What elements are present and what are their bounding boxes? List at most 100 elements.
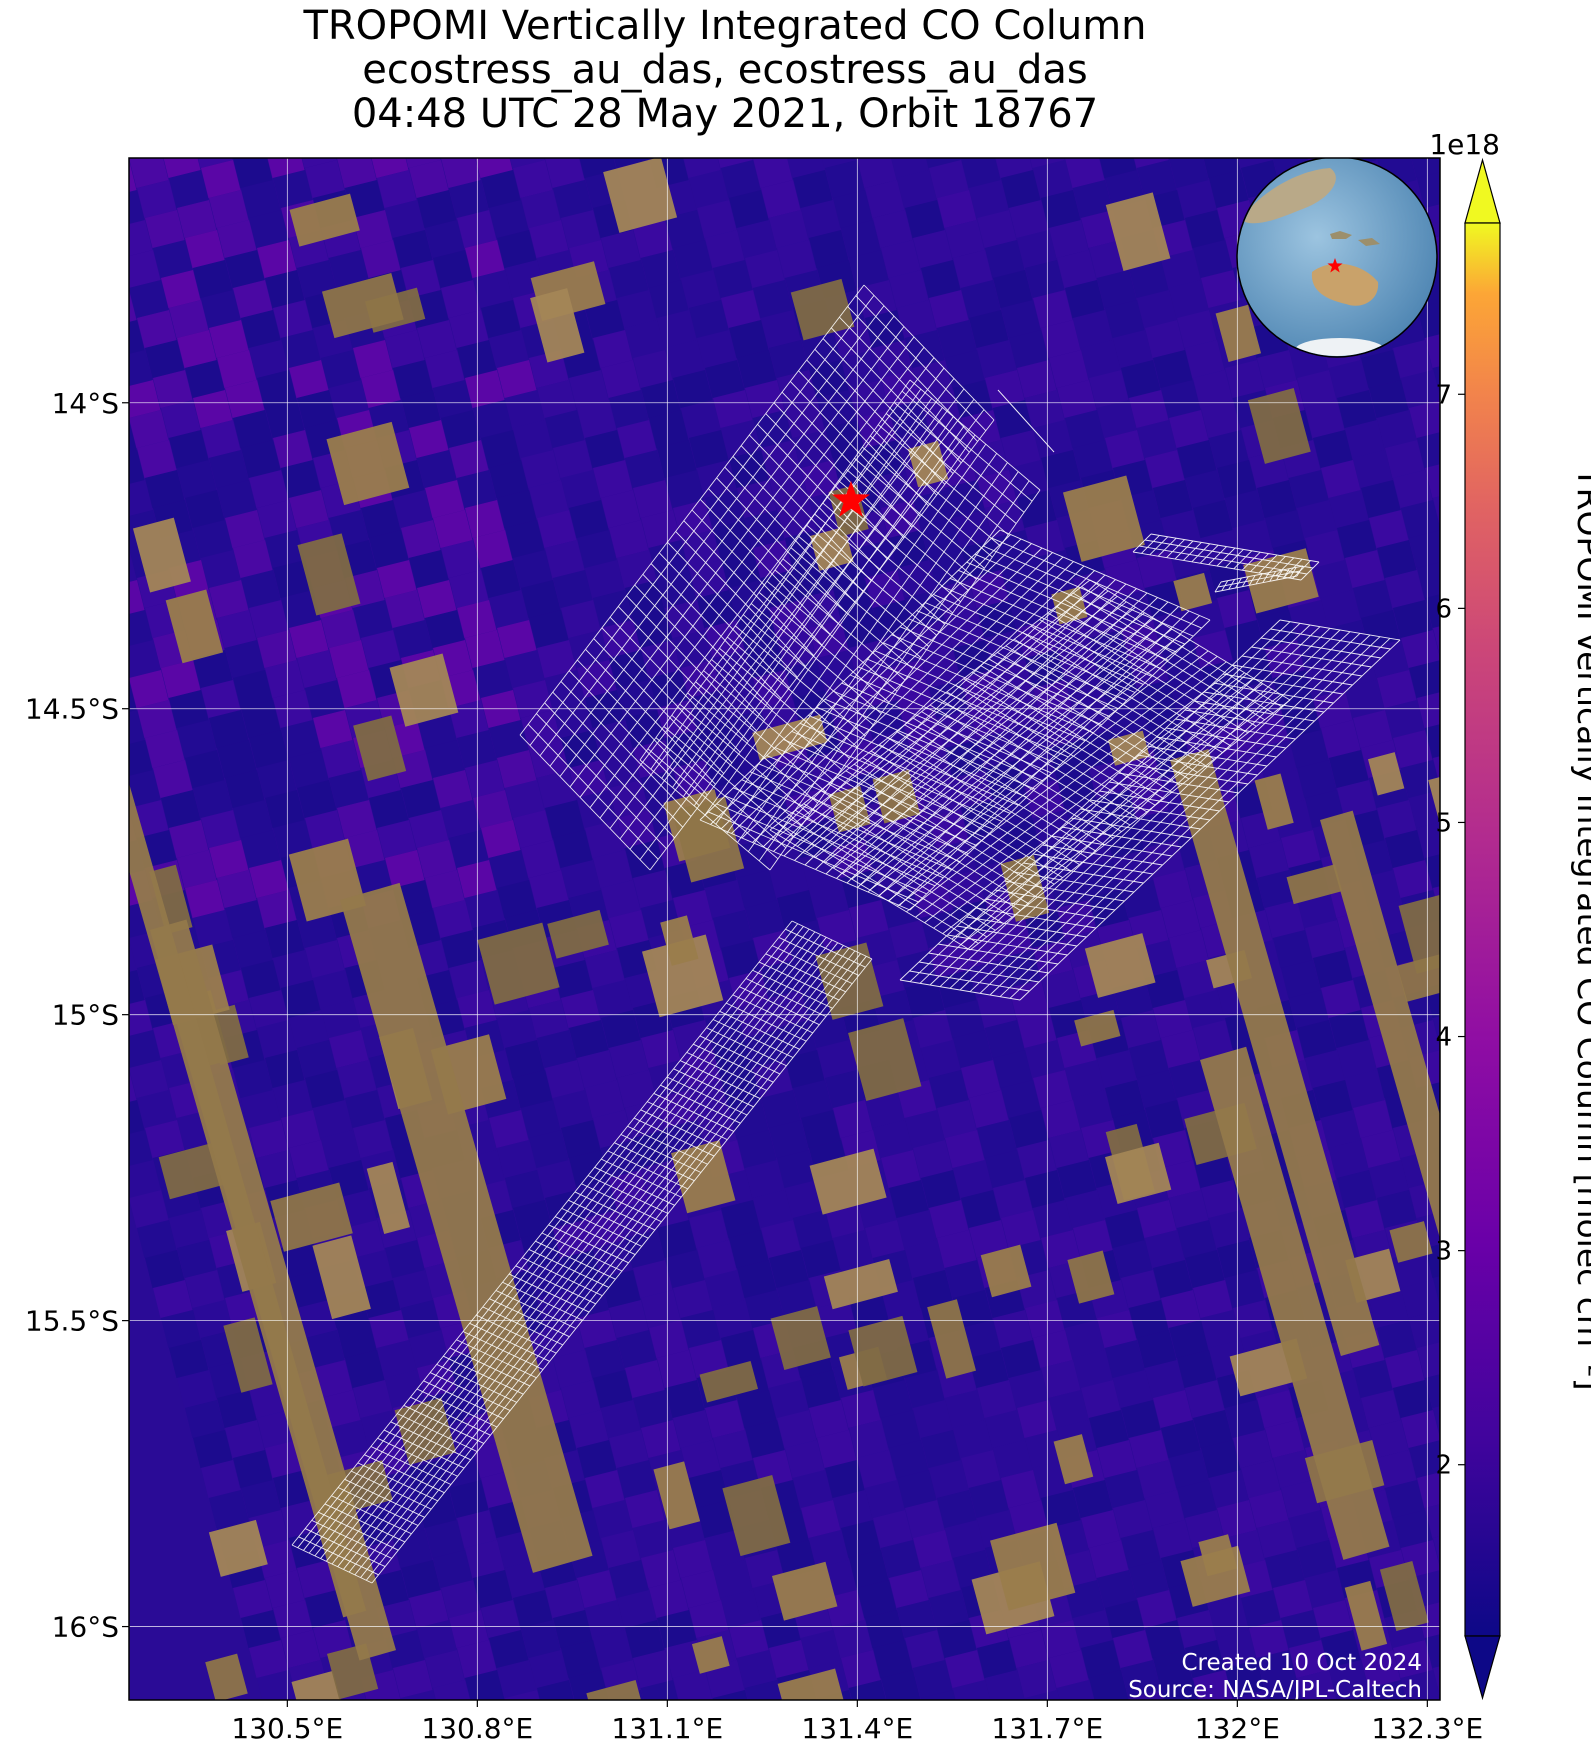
co-pixel [1297, 1670, 1337, 1700]
co-pixel [953, 1420, 993, 1459]
co-pixel [1225, 1400, 1265, 1439]
co-pixel [968, 440, 1009, 479]
co-pixel [1065, 280, 1105, 319]
co-pixel [425, 1650, 465, 1689]
co-pixel [248, 470, 289, 509]
co-pixel [673, 1670, 713, 1700]
co-pixel [232, 1060, 273, 1099]
co-pixel [1201, 1180, 1241, 1219]
co-pixel [192, 650, 233, 689]
co-pixel [232, 540, 273, 579]
land-patch [1379, 1561, 1429, 1632]
co-pixel [457, 600, 497, 639]
co-pixel [960, 1190, 1001, 1229]
co-pixel [1241, 1460, 1281, 1499]
co-pixel [785, 400, 825, 439]
footprint-line [647, 1101, 728, 1141]
co-pixel [1049, 220, 1089, 259]
footprint-line [560, 681, 692, 817]
colorbar-tick-label: 5 [1435, 808, 1452, 838]
co-pixel [905, 1500, 945, 1539]
co-pixel [1208, 1210, 1249, 1249]
land-patch [809, 1148, 887, 1215]
co-pixel [753, 158, 793, 189]
co-pixel [193, 1430, 233, 1469]
footprint-line [344, 1478, 425, 1518]
co-pixel [904, 850, 945, 889]
co-pixel [521, 450, 561, 489]
co-pixel [1393, 1380, 1433, 1419]
co-pixel [1265, 510, 1305, 549]
co-pixel [384, 1370, 425, 1409]
co-pixel [144, 340, 185, 379]
footprint-line [619, 388, 965, 840]
co-pixel [625, 1490, 665, 1529]
co-pixel [289, 100, 329, 138]
co-pixel [297, 1040, 337, 1079]
co-pixel [1176, 1220, 1217, 1259]
co-pixel [720, 160, 761, 199]
land-patch [321, 273, 404, 339]
co-pixel [248, 730, 289, 769]
land-patch [752, 714, 828, 761]
co-pixel [720, 420, 761, 459]
co-pixel [89, 520, 129, 558]
co-pixel [1040, 1490, 1081, 1529]
co-pixel [1176, 960, 1217, 999]
co-pixel [737, 1130, 777, 1169]
co-pixel [489, 1110, 529, 1149]
co-pixel [713, 390, 753, 429]
co-pixel [689, 1340, 729, 1379]
co-pixel [169, 820, 209, 859]
co-pixel [89, 130, 129, 168]
co-pixel [617, 810, 657, 849]
co-pixel [881, 240, 921, 279]
co-pixel [761, 570, 801, 609]
co-pixel [761, 310, 801, 349]
footprint-line [559, 326, 905, 777]
footprint-line [726, 453, 998, 834]
co-pixel [777, 500, 817, 539]
co-pixel [968, 960, 1009, 999]
co-pixel [241, 960, 281, 999]
co-pixel [1033, 1200, 1073, 1239]
co-pixel [937, 190, 977, 229]
colorbar-multiplier: 1e18 [1429, 128, 1500, 161]
co-pixel [1160, 900, 1201, 939]
co-pixel [457, 210, 497, 249]
co-pixel [1129, 1560, 1169, 1599]
land-strip [1170, 748, 1380, 1356]
co-pixel [561, 1120, 601, 1159]
co-pixel [913, 1010, 953, 1049]
co-pixel [1121, 100, 1161, 138]
footprint-line [568, 670, 700, 807]
co-pixel [1497, 990, 1537, 1028]
co-pixel [1072, 1090, 1113, 1129]
co-pixel [689, 430, 729, 469]
footprint-line [732, 456, 864, 592]
co-pixel [545, 1580, 585, 1619]
co-pixel [328, 158, 369, 159]
co-pixel [528, 1130, 569, 1169]
co-pixel [681, 1310, 721, 1349]
co-pixel [905, 1630, 945, 1669]
co-pixel [1344, 550, 1385, 589]
co-pixel [961, 158, 1001, 189]
footprint-line [787, 590, 1109, 842]
co-pixel [1225, 490, 1265, 529]
co-pixel [641, 380, 681, 419]
co-pixel [1049, 1130, 1089, 1169]
co-pixel [224, 380, 265, 419]
footprint-line [1191, 543, 1211, 563]
co-pixel [777, 1150, 817, 1189]
footprint-line [579, 347, 925, 798]
co-pixel [1161, 250, 1201, 289]
co-pixel [465, 500, 505, 539]
co-pixel [856, 1450, 897, 1489]
co-pixel [1497, 210, 1537, 248]
co-pixel [673, 240, 713, 279]
co-pixel [1144, 970, 1185, 1009]
co-pixel [513, 160, 553, 199]
footprint-line [699, 1035, 781, 1075]
co-pixel [608, 910, 649, 949]
